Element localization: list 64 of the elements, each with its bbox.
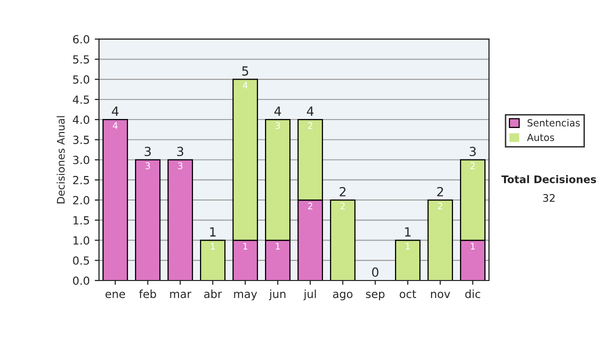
data-label: 3: [276, 122, 280, 129]
y-tick-label: 2.0: [73, 196, 90, 204]
data-label: 1: [406, 242, 410, 250]
total-label: 0: [372, 267, 378, 277]
text: Total Decisiones: [501, 175, 596, 184]
x-tick-label: nov: [431, 292, 450, 298]
total-label: 2: [437, 186, 443, 196]
bar: [200, 240, 226, 280]
data-label: 2: [308, 202, 312, 210]
y-axis-title: Decisiones Anual: [56, 116, 65, 204]
data-label: 1: [276, 242, 280, 250]
total-label: 3: [177, 146, 184, 156]
data-label: 1: [470, 242, 475, 250]
y-tick-label: 6.0: [73, 35, 90, 44]
y-tick-label: 4.0: [72, 116, 90, 124]
data-label: 4: [242, 82, 248, 89]
data-label: 3: [146, 162, 150, 170]
data-label: 3: [178, 162, 182, 170]
total-label: 5: [242, 66, 248, 76]
y-tick-label: 4.5: [72, 96, 89, 104]
y-tick-label: 0.0: [73, 276, 90, 285]
x-tick-label: feb: [139, 290, 156, 298]
x-tick-label: may: [234, 292, 258, 300]
legend-label: Sentencias: [528, 118, 580, 127]
data-label: 1: [243, 242, 248, 250]
x-tick-label: dic: [465, 290, 480, 298]
y-tick-label: 1.0: [74, 236, 90, 245]
total-label: 3: [470, 146, 476, 156]
total-label: 2: [340, 186, 346, 196]
x-tick-label: jul: [303, 290, 316, 300]
y-tick-label: 1.5: [74, 216, 89, 225]
x-tick-label: abr: [204, 290, 222, 298]
total-label: 4: [112, 106, 119, 116]
x-tick-label: oct: [400, 290, 416, 298]
total-label: 4: [274, 106, 282, 116]
x-tick-label: jun: [268, 290, 286, 300]
bar: [102, 119, 128, 280]
y-tick-label: 3.0: [73, 156, 90, 164]
bar: [330, 199, 356, 280]
x-tick-label: ene: [106, 292, 126, 298]
data-label: 2: [438, 202, 442, 210]
bar: [428, 199, 453, 280]
data-label: 4: [112, 122, 118, 129]
x-tick-label: sep: [366, 292, 384, 300]
data-label: 2: [308, 122, 312, 129]
y-tick-label: 5.0: [73, 75, 90, 84]
total-label: 1: [405, 227, 411, 236]
bar: [135, 159, 160, 280]
y-tick-label: 0.5: [73, 256, 89, 265]
bar: [395, 240, 420, 280]
text: 32: [543, 194, 555, 202]
x-tick-label: mar: [170, 292, 192, 298]
x-tick-label: ago: [333, 292, 352, 300]
total-label: 4: [306, 106, 314, 116]
total-label: 3: [144, 146, 151, 156]
y-tick-label: 2.5: [73, 176, 89, 184]
data-label: 1: [210, 242, 215, 250]
data-label: 2: [340, 202, 345, 210]
total-label: 1: [210, 227, 216, 236]
y-tick-label: 3.5: [73, 136, 89, 144]
y-tick-label: 5.5: [73, 55, 89, 64]
bar: [168, 159, 193, 280]
data-label: 2: [470, 162, 475, 170]
legend-label: Autos: [527, 134, 554, 142]
